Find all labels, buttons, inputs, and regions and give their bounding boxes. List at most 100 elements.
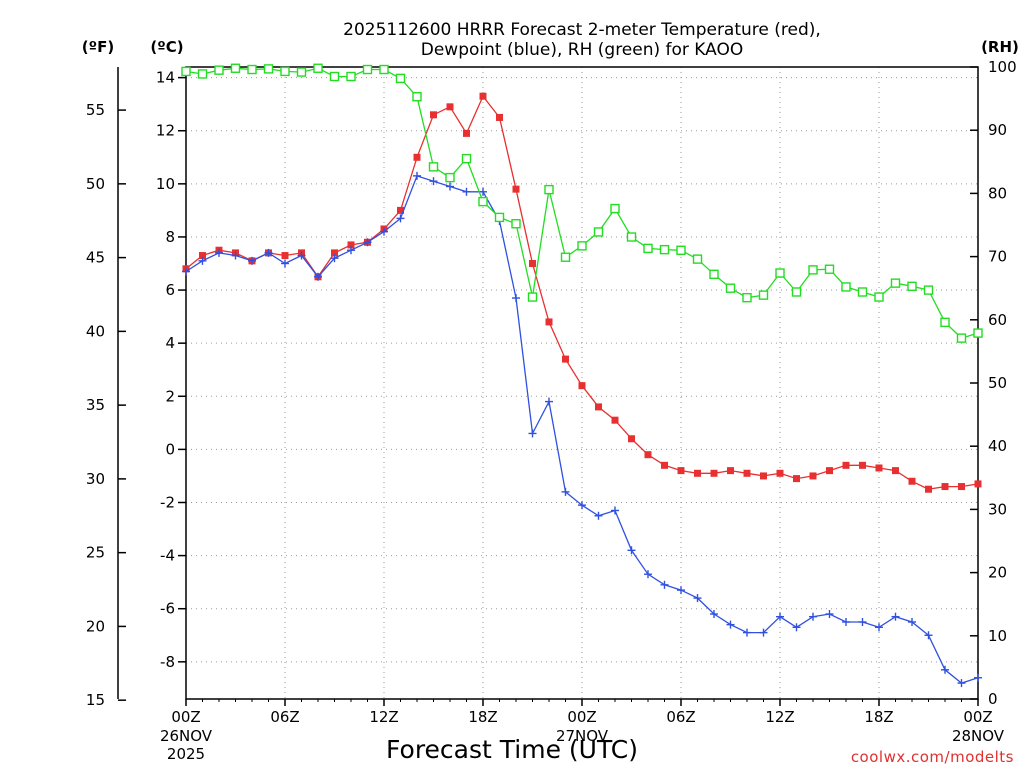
dewpoint-point [825,610,834,619]
fahrenheit-tick-label: 55 [86,101,105,119]
rh-tick-label: 10 [988,627,1007,645]
rh-point [494,212,505,223]
time-tick-label: 06Z [270,708,299,726]
rh-point [824,264,835,274]
dewpoint-point [974,673,982,682]
celsius-tick-label: 2 [165,387,175,405]
dewpoint-point [875,623,883,632]
rh-point [874,292,884,302]
temperature-point [826,467,833,475]
time-axis-ticks: 00Z 06Z 12Z 18Z 00Z 06Z 12Z 18Z 00Z [171,699,993,726]
time-tick-label: 18Z [864,708,893,726]
plot-frame [117,66,979,700]
rh-tick-label: 0 [988,690,998,708]
temperature-point [941,483,949,491]
rh-point [230,63,241,73]
dewpoint-point [644,570,652,579]
rh-point [544,184,554,195]
rh-point [313,63,323,73]
rh-tick-label: 80 [988,184,1007,202]
temperature-point [842,461,850,469]
temperature-point [661,461,668,469]
rh-point [791,287,802,297]
fahrenheit-tick-label: 30 [86,470,105,488]
temperature-point [628,435,635,443]
temperature-point [463,129,470,137]
fahrenheit-tick-label: 15 [86,691,105,709]
fahrenheit-tick-label: 20 [86,617,105,635]
celsius-tick-label: 8 [165,228,175,246]
celsius-tick-label: 12 [156,122,175,140]
rh-tick-label: 60 [988,311,1007,329]
dewpoint-point [677,586,685,595]
dewpoint-point [545,397,553,406]
dewpoint-point [809,612,817,621]
dewpoint-point [215,248,223,257]
rh-point [445,172,455,183]
rh-point [890,278,901,288]
rh-point [329,71,340,82]
date-label: 2025 [167,745,205,763]
rh-point [511,219,521,229]
rh-point [956,333,967,343]
rh-point [362,64,373,75]
dewpoint-point [858,617,867,626]
temperature-point [958,483,965,491]
temperature-point [611,416,619,424]
data-series [181,63,983,688]
rh-point [676,245,686,255]
rh-point [775,268,785,278]
rh-point [263,64,274,74]
series-dewpoint [182,171,982,688]
rh-point [577,241,587,251]
dewpoint-point [660,580,669,589]
dewpoint-point [297,251,306,260]
date-label: 27NOV [556,727,609,745]
dewpoint-point [396,214,405,223]
rh-point [857,287,868,297]
date-label: 26NOV [160,727,213,745]
celsius-axis-unit-label: (ºC) [150,38,183,56]
rh-tick-label: 20 [988,564,1007,582]
rh-point [379,64,389,75]
rh-point [395,73,406,84]
celsius-tick-label: 4 [165,334,175,352]
rh-point [725,283,736,293]
time-tick-label: 00Z [567,708,596,726]
temperature-point [644,451,652,459]
temperature-point [281,252,289,260]
fahrenheit-axis-unit-label: (ºF) [82,38,114,56]
source-credit: coolwx.com/modelts [851,748,1014,766]
time-tick-label: 12Z [765,708,794,726]
rh-point [973,328,983,338]
fahrenheit-tick-label: 50 [86,175,105,193]
rh-tick-label: 90 [988,121,1007,139]
celsius-axis-ticks: 14 12 10 8 6 4 2 0 -2 -4 -6 -8 [156,69,186,671]
temperature-point [710,469,718,477]
temperature-point [430,111,437,119]
rh-point [610,203,620,214]
dewpoint-point [380,227,388,236]
time-tick-label: 00Z [963,708,992,726]
rh-point [758,290,769,300]
temperature-point [529,260,536,268]
dewpoint-point [182,267,190,276]
temperature-point [199,252,206,260]
temperature-point [743,469,751,477]
dewpoint-point [627,546,636,555]
celsius-tick-label: 10 [156,175,175,193]
chart-title-line-2: Dewpoint (blue), RH (green) for KAOO [421,40,744,60]
rh-point [659,244,670,255]
dewpoint-point [264,248,273,257]
time-tick-label: 00Z [171,708,200,726]
fahrenheit-tick-label: 25 [86,544,105,562]
rh-point [593,227,604,237]
temperature-point [776,469,784,477]
dewpoint-point [957,679,966,688]
dewpoint-point [363,238,372,247]
celsius-tick-label: -2 [160,493,175,511]
temperature-point [545,318,553,326]
rh-point [214,65,224,75]
chart-title-line-1: 2025112600 HRRR Forecast 2-meter Tempera… [343,20,821,40]
temperature-point [595,403,602,411]
